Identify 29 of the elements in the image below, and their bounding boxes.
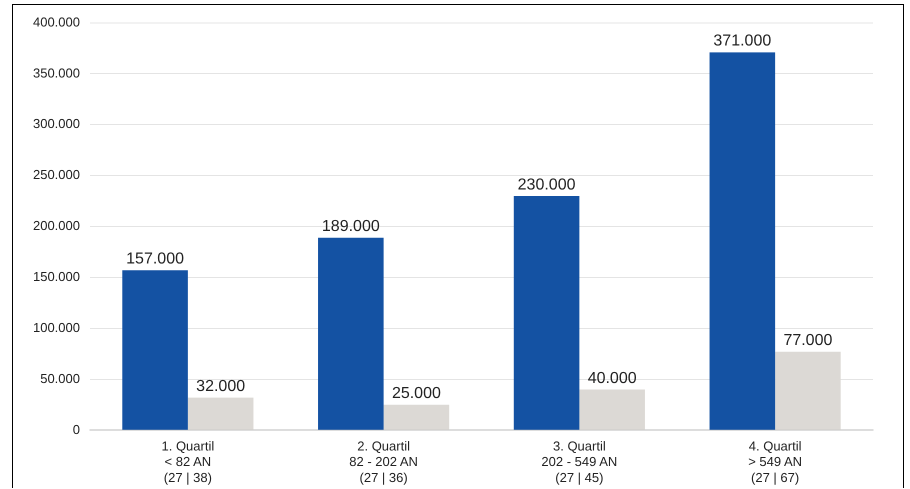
x-tick-label: 1. Quartil < 82 AN (27 | 38) bbox=[161, 438, 214, 485]
x-tick-label: 2. Quartil 82 - 202 AN (27 | 36) bbox=[349, 438, 418, 485]
y-tick-label: 200.000 bbox=[32, 218, 80, 234]
x-tick-label: 3. Quartil 202 - 549 AN (27 | 45) bbox=[541, 438, 618, 485]
y-tick-label: 300.000 bbox=[32, 116, 80, 132]
y-tick-label: 350.000 bbox=[32, 65, 80, 80]
bar bbox=[384, 404, 450, 430]
y-tick-label: 400.000 bbox=[32, 14, 80, 30]
data-label: 371.000 bbox=[713, 32, 772, 50]
data-label: 230.000 bbox=[518, 176, 576, 194]
data-label: 25.000 bbox=[392, 385, 441, 402]
y-tick-label: 150.000 bbox=[32, 269, 80, 284]
data-label: 157.000 bbox=[126, 250, 184, 268]
bar bbox=[775, 352, 841, 430]
bar bbox=[318, 238, 384, 430]
bar bbox=[579, 389, 645, 430]
y-tick-label: 50.000 bbox=[40, 370, 80, 386]
x-tick-label: 4. Quartil > 549 AN (27 | 67) bbox=[748, 438, 802, 485]
y-tick-label: 100.000 bbox=[32, 320, 80, 335]
data-label: 77.000 bbox=[783, 332, 832, 350]
data-label: 189.000 bbox=[322, 218, 380, 236]
y-tick-label: 0 bbox=[72, 422, 80, 437]
y-tick-label: 250.000 bbox=[32, 167, 80, 182]
bar bbox=[514, 196, 580, 430]
data-label: 32.000 bbox=[196, 378, 246, 396]
bar bbox=[188, 398, 254, 430]
bar bbox=[122, 270, 188, 430]
bar bbox=[710, 52, 776, 430]
data-label: 40.000 bbox=[588, 370, 637, 387]
